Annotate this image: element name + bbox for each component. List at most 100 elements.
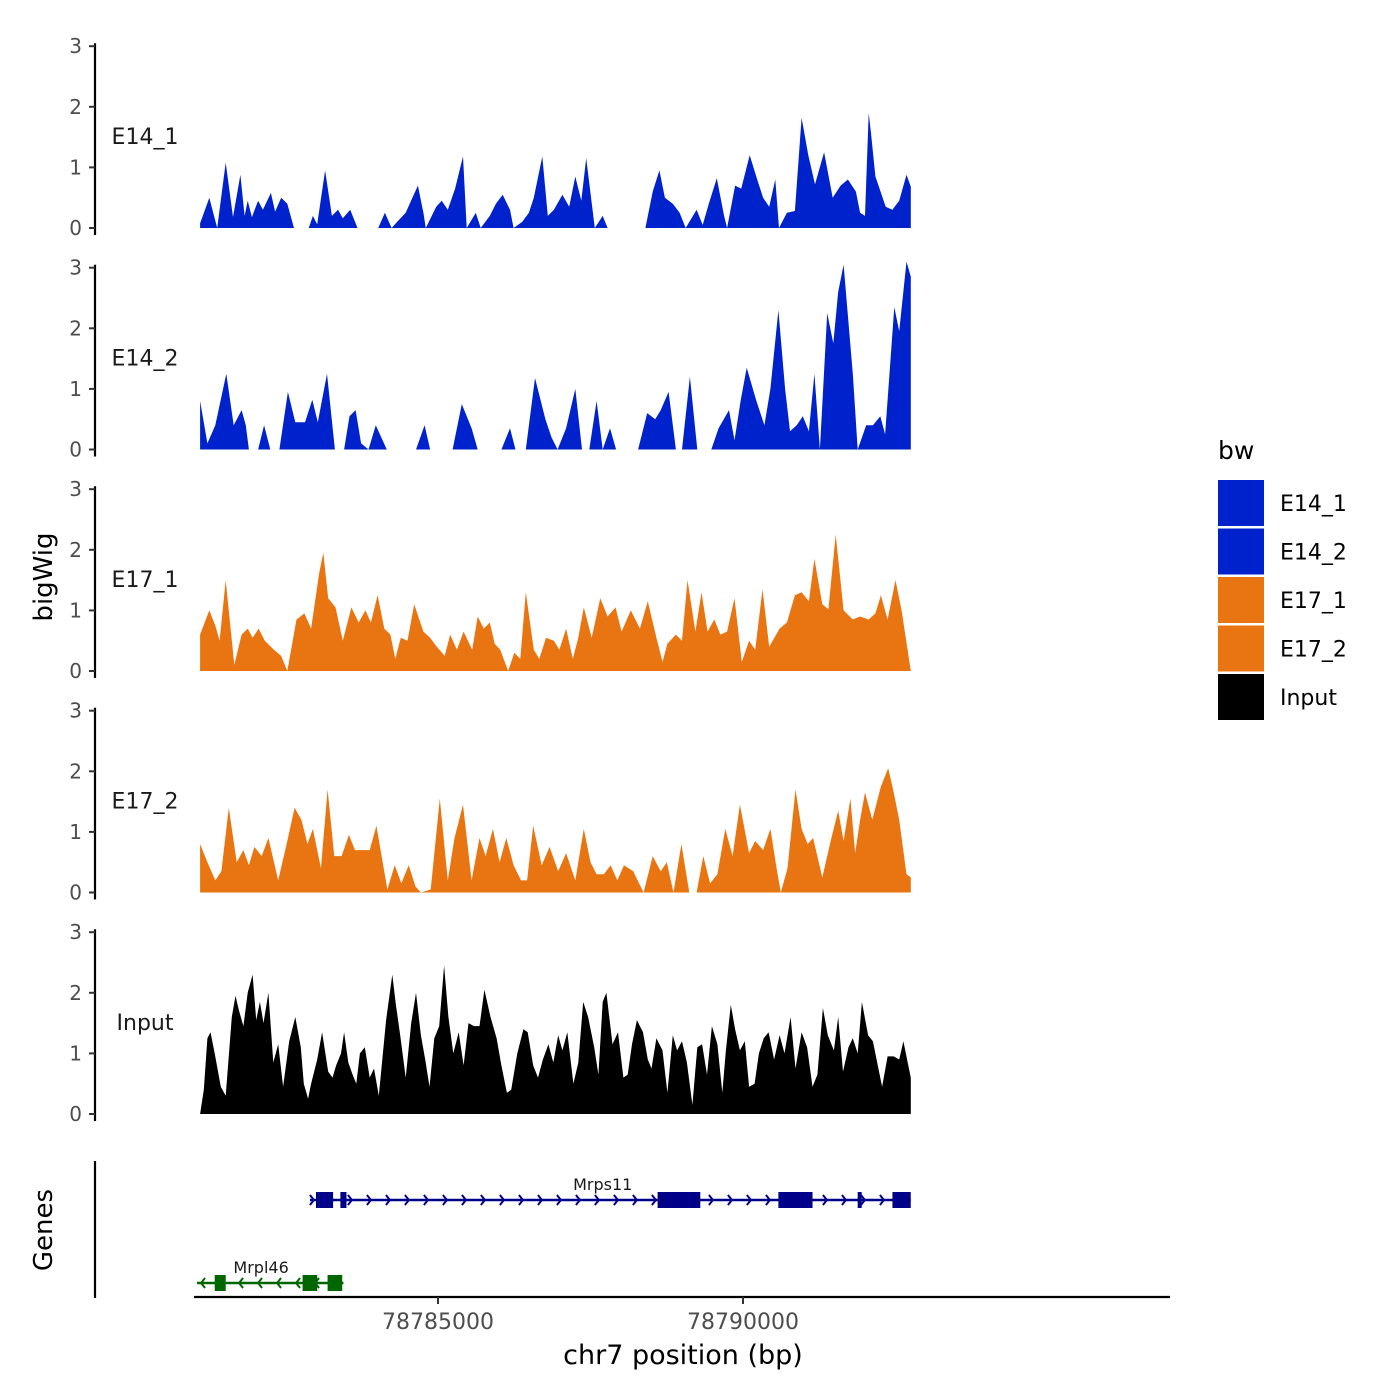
legend-label: E14_1 <box>1280 492 1347 517</box>
y-tick-label: 3 <box>69 477 82 501</box>
area-E14_1 <box>200 112 911 228</box>
y-tick-label: 2 <box>69 316 82 340</box>
area-E17_1 <box>200 534 911 671</box>
y-tick-label: 3 <box>69 256 82 280</box>
bigwig-tracks: 0 1 2 3 E14_1 0 1 2 3 E14_2 0 1 2 3 E17_1 0 1 2 3 E17_2 0 1 2 3… <box>69 34 911 1126</box>
y-tick-label: 2 <box>69 95 82 119</box>
track-Input: 0 1 2 3 Input <box>69 920 911 1126</box>
y-tick-label: 0 <box>69 438 82 462</box>
strand-chevron <box>442 1194 449 1206</box>
x-tick-label: 78790000 <box>687 1310 799 1335</box>
y-tick-label: 0 <box>69 1102 82 1126</box>
y-tick-label: 1 <box>69 377 82 401</box>
track-label: E14_2 <box>112 347 179 372</box>
y-tick-label: 1 <box>69 155 82 179</box>
track-E14_2: 0 1 2 3 E14_2 <box>69 256 911 462</box>
strand-chevron <box>708 1194 715 1206</box>
x-axis: 78785000 78790000 <box>194 1295 1170 1335</box>
y-tick-label: 2 <box>69 759 82 783</box>
strand-chevron <box>537 1194 544 1206</box>
track-label: E17_2 <box>112 790 179 815</box>
y-axis-title: bigWig <box>29 532 59 621</box>
strand-chevron <box>237 1277 244 1289</box>
exon <box>327 1275 343 1291</box>
track-E14_1: 0 1 2 3 E14_1 <box>69 34 911 240</box>
legend-swatch <box>1218 480 1264 526</box>
exon <box>340 1192 347 1208</box>
strand-chevron <box>860 1194 867 1206</box>
area-Input <box>200 965 911 1114</box>
y-tick-label: 1 <box>69 1041 82 1065</box>
strand-chevron <box>594 1194 601 1206</box>
strand-chevron <box>256 1277 263 1289</box>
legend-swatch <box>1218 577 1264 623</box>
track-E17_1: 0 1 2 3 E17_1 <box>69 477 911 683</box>
track-label: Input <box>117 1011 174 1036</box>
y-tick-label: 3 <box>69 920 82 944</box>
area-E17_2 <box>200 768 911 893</box>
strand-chevron <box>518 1194 525 1206</box>
strand-chevron <box>385 1194 392 1206</box>
y-tick-label: 2 <box>69 538 82 562</box>
strand-chevron <box>199 1277 206 1289</box>
x-axis-title: chr7 position (bp) <box>563 1340 803 1371</box>
y-tick-label: 0 <box>69 216 82 240</box>
gene-Mrps11: Mrps11 <box>309 1175 911 1208</box>
strand-chevron <box>309 1194 316 1206</box>
strand-chevron <box>404 1194 411 1206</box>
legend-title: bw <box>1218 436 1254 465</box>
exon <box>302 1275 318 1291</box>
strand-chevron <box>499 1194 506 1206</box>
gene-track: Mrps11 Mrpl46 <box>93 1161 911 1298</box>
legend-swatch <box>1218 625 1264 672</box>
strand-chevron <box>727 1194 734 1206</box>
legend: bw E14_1 E14_2 E17_1 E17_2 Input <box>1218 436 1347 720</box>
strand-chevron <box>423 1194 430 1206</box>
strand-chevron <box>556 1194 563 1206</box>
strand-chevron <box>366 1194 373 1206</box>
exon <box>892 1192 911 1208</box>
area-E14_2 <box>200 261 911 450</box>
strand-chevron <box>841 1194 848 1206</box>
strand-chevron <box>275 1277 282 1289</box>
gene-label: Mrpl46 <box>233 1258 288 1277</box>
genes-axis-title: Genes <box>29 1189 59 1271</box>
y-tick-label: 1 <box>69 820 82 844</box>
legend-swatch <box>1218 528 1264 575</box>
strand-chevron <box>746 1194 753 1206</box>
track-E17_2: 0 1 2 3 E17_2 <box>69 699 911 905</box>
strand-chevron <box>822 1194 829 1206</box>
strand-chevron <box>613 1194 620 1206</box>
y-tick-label: 1 <box>69 598 82 622</box>
track-label: E14_1 <box>112 125 179 150</box>
gene-label: Mrps11 <box>573 1175 632 1194</box>
exon <box>857 1192 862 1208</box>
strand-chevron <box>879 1194 886 1206</box>
y-tick-label: 0 <box>69 881 82 905</box>
y-tick-label: 2 <box>69 981 82 1005</box>
strand-chevron <box>294 1277 301 1289</box>
strand-chevron <box>651 1194 658 1206</box>
strand-chevron <box>480 1194 487 1206</box>
exon <box>778 1192 813 1208</box>
legend-label: E17_1 <box>1280 589 1347 614</box>
gene-Mrpl46: Mrpl46 <box>197 1258 344 1291</box>
legend-label: Input <box>1280 686 1337 711</box>
exon <box>657 1192 701 1208</box>
y-tick-label: 3 <box>69 699 82 723</box>
y-tick-label: 0 <box>69 659 82 683</box>
strand-chevron <box>632 1194 639 1206</box>
legend-label: E17_2 <box>1280 638 1347 663</box>
exon <box>316 1192 334 1208</box>
exon <box>214 1275 226 1291</box>
strand-chevron <box>765 1194 772 1206</box>
legend-label: E14_2 <box>1280 541 1347 566</box>
legend-swatch <box>1218 674 1264 720</box>
track-label: E17_1 <box>112 568 179 593</box>
strand-chevron <box>347 1194 354 1206</box>
y-tick-label: 3 <box>69 34 82 58</box>
x-tick-label: 78785000 <box>382 1310 494 1335</box>
strand-chevron <box>461 1194 468 1206</box>
strand-chevron <box>575 1194 582 1206</box>
